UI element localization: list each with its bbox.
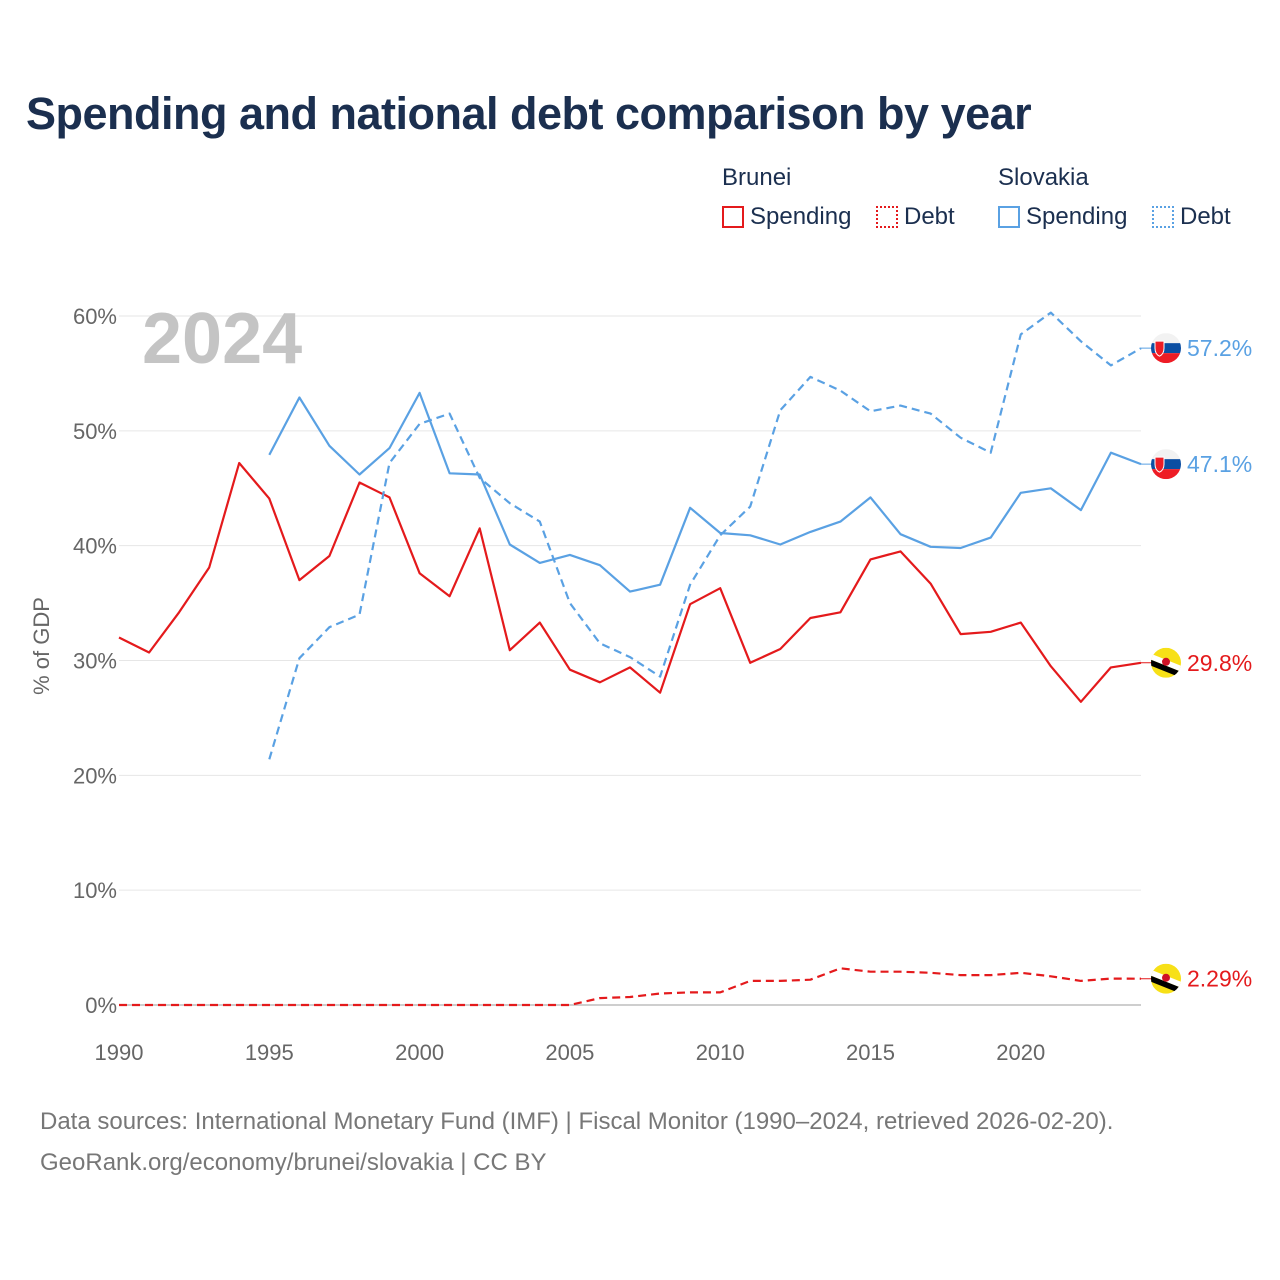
legend-swatch-brunei-debt bbox=[876, 206, 898, 228]
x-tick-label: 2020 bbox=[996, 1040, 1045, 1065]
series-line-slovakia-spending[interactable] bbox=[268, 391, 1142, 593]
legend-swatch-slovakia-spending bbox=[998, 206, 1020, 228]
y-tick-label: 40% bbox=[73, 534, 117, 559]
slovakia-flag-icon bbox=[1151, 333, 1181, 364]
series-line-slovakia-debt[interactable] bbox=[268, 311, 1142, 760]
x-tick-label: 2010 bbox=[696, 1040, 745, 1065]
footer-credit[interactable]: GeoRank.org/economy/brunei/slovakia | CC… bbox=[40, 1149, 547, 1176]
brunei-flag-icon bbox=[1151, 963, 1181, 994]
legend-label-brunei-spending: Spending bbox=[750, 203, 852, 230]
x-tick-label: 1990 bbox=[95, 1040, 144, 1065]
gridlines bbox=[119, 315, 1141, 1006]
end-value-label: 29.8% bbox=[1187, 650, 1252, 676]
y-axis-ticks: 0% 10% 20% 30% 40% 50% 60% bbox=[73, 304, 117, 1018]
legend-item-slovakia-debt[interactable]: Debt bbox=[1152, 203, 1231, 231]
x-axis-ticks: 1990 1995 2000 2005 2010 2015 2020 bbox=[95, 1040, 1046, 1065]
legend-group-slovakia: Slovakia bbox=[998, 164, 1089, 191]
y-tick-label: 50% bbox=[73, 419, 117, 444]
legend-item-brunei-debt[interactable]: Debt bbox=[876, 203, 955, 231]
series-line-brunei-spending[interactable] bbox=[118, 461, 1142, 703]
y-axis-label: % of GDP bbox=[29, 597, 54, 695]
y-tick-label: 20% bbox=[73, 763, 117, 788]
legend-swatch-brunei-spending bbox=[722, 206, 744, 228]
x-tick-label: 2015 bbox=[846, 1040, 895, 1065]
legend-label-brunei-debt: Debt bbox=[904, 203, 955, 230]
legend-group-brunei: Brunei bbox=[722, 164, 792, 191]
legend-label-slovakia-spending: Spending bbox=[1026, 203, 1128, 230]
year-watermark: 2024 bbox=[142, 299, 302, 379]
legend-item-brunei-spending[interactable]: Spending bbox=[722, 203, 851, 231]
slovakia-flag-icon bbox=[1151, 449, 1181, 480]
y-tick-label: 60% bbox=[73, 304, 117, 329]
end-value-label: 47.1% bbox=[1187, 451, 1252, 477]
end-value-label: 57.2% bbox=[1187, 335, 1252, 361]
chart-title: Spending and national debt comparison by… bbox=[26, 88, 1032, 139]
x-tick-label: 1995 bbox=[245, 1040, 294, 1065]
footer-sources: Data sources: International Monetary Fun… bbox=[40, 1108, 1114, 1135]
legend-label-slovakia-debt: Debt bbox=[1180, 203, 1231, 230]
legend-swatch-slovakia-debt bbox=[1152, 206, 1174, 228]
x-tick-label: 2005 bbox=[545, 1040, 594, 1065]
end-value-label: 2.29% bbox=[1187, 966, 1252, 992]
series-lines bbox=[118, 311, 1142, 1007]
brunei-flag-icon bbox=[1151, 647, 1181, 678]
y-tick-label: 10% bbox=[73, 878, 117, 903]
series-line-brunei-debt[interactable] bbox=[119, 967, 1142, 1007]
series-end-markers: 29.8% 2.29% 47.1% 57.2% bbox=[1141, 333, 1252, 994]
legend-item-slovakia-spending[interactable]: Spending bbox=[998, 203, 1127, 231]
y-tick-label: 0% bbox=[85, 993, 117, 1018]
y-tick-label: 30% bbox=[73, 649, 117, 674]
x-tick-label: 2000 bbox=[395, 1040, 444, 1065]
